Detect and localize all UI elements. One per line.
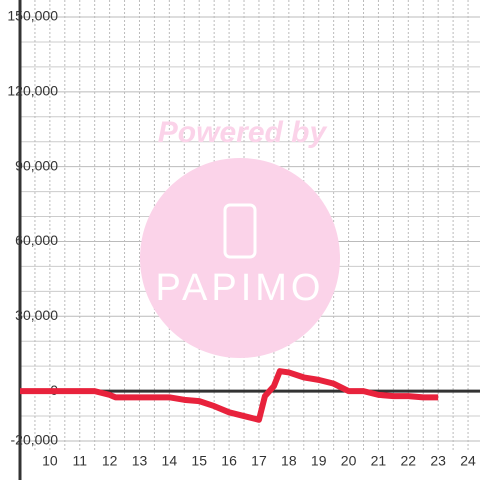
- x-tick-label: 18: [281, 453, 297, 469]
- x-tick-label: 22: [401, 453, 417, 469]
- x-tick-label: 15: [191, 453, 207, 469]
- x-tick-label: 19: [311, 453, 327, 469]
- y-tick-label: 120,000: [7, 83, 58, 99]
- x-tick-label: 10: [42, 453, 58, 469]
- watermark-brand: PAPIMO: [156, 267, 325, 309]
- y-tick-label: -20,000: [11, 432, 59, 448]
- line-series: [20, 368, 439, 423]
- y-tick-label: 90,000: [15, 157, 58, 173]
- x-tick-label: 17: [251, 453, 267, 469]
- x-tick-label: 24: [460, 453, 476, 469]
- x-tick-label: 23: [430, 453, 446, 469]
- y-tick-label: 60,000: [15, 232, 58, 248]
- y-tick-label: 30,000: [15, 307, 58, 323]
- y-tick-label: 150,000: [7, 8, 58, 24]
- x-tick-label: 13: [132, 453, 148, 469]
- watermark-phone: [223, 203, 257, 259]
- x-tick-label: 21: [371, 453, 387, 469]
- x-tick-label: 11: [72, 453, 87, 469]
- watermark: Powered by PAPIMO: [140, 116, 340, 358]
- watermark-title: Powered by: [158, 116, 328, 149]
- x-tick-label: 12: [102, 453, 118, 469]
- x-tick-label: 16: [221, 453, 237, 469]
- x-tick-label: 20: [341, 453, 357, 469]
- x-tick-label: 14: [162, 453, 178, 469]
